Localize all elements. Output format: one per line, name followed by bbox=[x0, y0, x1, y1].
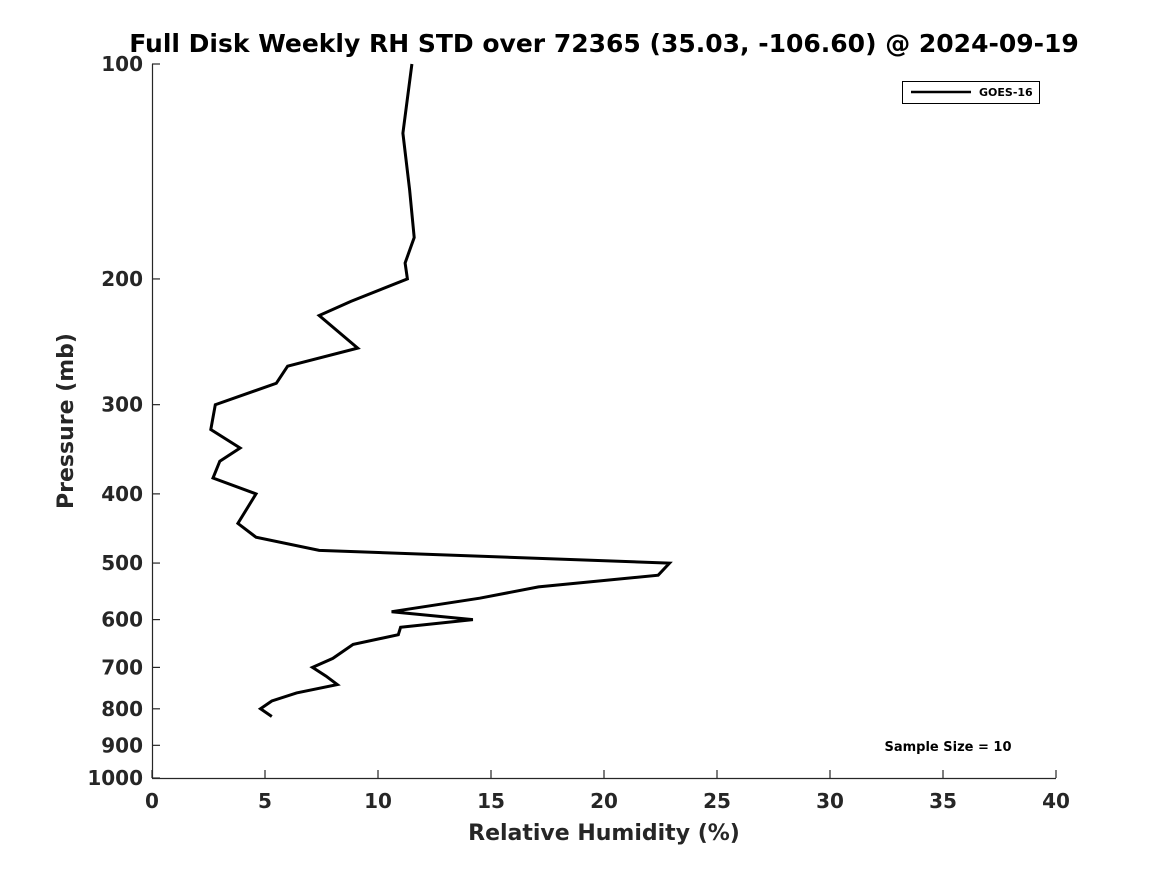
series-layer bbox=[209, 63, 673, 718]
legend-label-goes-16: GOES-16 bbox=[979, 86, 1033, 99]
x-tick-label: 5 bbox=[258, 789, 272, 813]
y-tick-label: 800 bbox=[101, 697, 143, 721]
chart-title: Full Disk Weekly RH STD over 72365 (35.0… bbox=[129, 29, 1079, 58]
x-tick-label: 25 bbox=[703, 789, 731, 813]
y-tick-label: 600 bbox=[101, 608, 143, 632]
y-ticks: 100 200 300 400 500 600 700 800 900 1000 bbox=[87, 52, 160, 790]
y-tick-label: 900 bbox=[101, 733, 143, 757]
y-tick-label: 700 bbox=[101, 655, 143, 679]
y-tick-label: 200 bbox=[101, 267, 143, 291]
x-tick-label: 30 bbox=[816, 789, 844, 813]
x-tick-label: 20 bbox=[590, 789, 618, 813]
y-tick-label: 1000 bbox=[87, 766, 143, 790]
y-tick-label: 400 bbox=[101, 482, 143, 506]
x-tick-label: 0 bbox=[145, 789, 159, 813]
legend: GOES-16 bbox=[902, 81, 1040, 104]
x-axis-label: Relative Humidity (%) bbox=[468, 821, 740, 846]
sample-size-annotation: Sample Size = 10 bbox=[884, 740, 1011, 755]
x-tick-label: 40 bbox=[1042, 789, 1070, 813]
y-tick-label: 500 bbox=[101, 551, 143, 575]
axes bbox=[151, 64, 1056, 780]
y-tick-label: 300 bbox=[101, 393, 143, 417]
y-tick-label: 100 bbox=[101, 52, 143, 76]
x-tick-label: 35 bbox=[929, 789, 957, 813]
x-tick-label: 15 bbox=[477, 789, 505, 813]
x-ticks: 0 5 10 15 20 25 30 35 40 bbox=[145, 770, 1070, 813]
series-line-goes-16 bbox=[209, 63, 673, 718]
y-axis-label: Pressure (mb) bbox=[54, 333, 79, 509]
x-tick-label: 10 bbox=[364, 789, 392, 813]
